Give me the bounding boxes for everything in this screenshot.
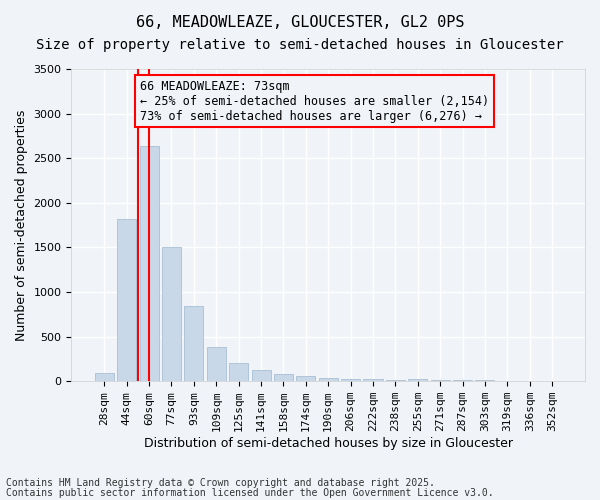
Bar <box>95 372 114 381</box>
Text: 66 MEADOWLEAZE: 73sqm
← 25% of semi-detached houses are smaller (2,154)
73% of s: 66 MEADOWLEAZE: 73sqm ← 25% of semi-deta… <box>140 80 489 122</box>
Bar <box>251 370 271 381</box>
Bar <box>341 379 360 381</box>
Bar <box>364 380 383 381</box>
Text: Size of property relative to semi-detached houses in Gloucester: Size of property relative to semi-detach… <box>36 38 564 52</box>
Bar <box>162 248 181 381</box>
Bar <box>408 378 427 381</box>
Bar <box>207 348 226 381</box>
Y-axis label: Number of semi-detached properties: Number of semi-detached properties <box>15 110 28 341</box>
Bar <box>184 306 203 381</box>
Text: Contains public sector information licensed under the Open Government Licence v3: Contains public sector information licen… <box>6 488 494 498</box>
X-axis label: Distribution of semi-detached houses by size in Gloucester: Distribution of semi-detached houses by … <box>144 437 513 450</box>
Bar <box>386 380 405 381</box>
Bar <box>140 146 158 381</box>
Text: Contains HM Land Registry data © Crown copyright and database right 2025.: Contains HM Land Registry data © Crown c… <box>6 478 435 488</box>
Bar <box>453 380 472 381</box>
Bar <box>229 363 248 381</box>
Bar <box>475 380 494 381</box>
Bar <box>274 374 293 381</box>
Bar <box>431 380 449 381</box>
Bar <box>296 376 316 381</box>
Bar <box>117 219 136 381</box>
Bar <box>319 378 338 381</box>
Text: 66, MEADOWLEAZE, GLOUCESTER, GL2 0PS: 66, MEADOWLEAZE, GLOUCESTER, GL2 0PS <box>136 15 464 30</box>
